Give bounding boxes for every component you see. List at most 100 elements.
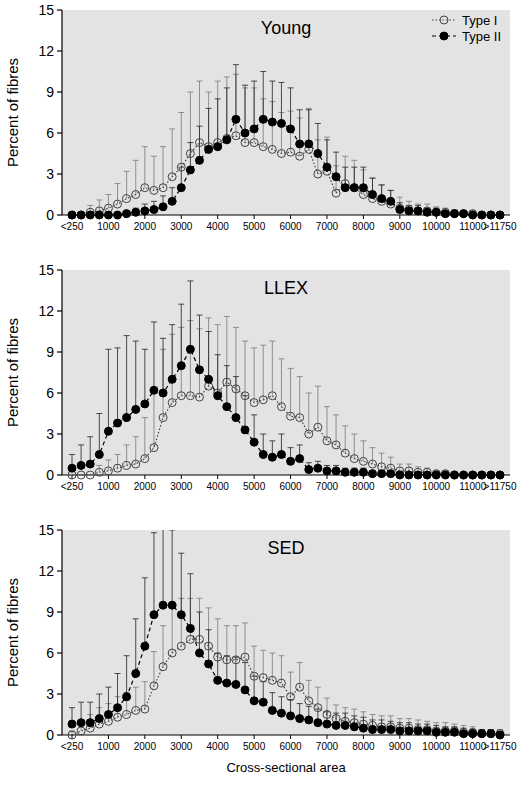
y-tick-label: 12	[38, 303, 54, 319]
point	[150, 611, 158, 619]
error-cap	[142, 204, 148, 205]
error-cap	[397, 464, 403, 465]
point	[496, 211, 504, 219]
x-tick	[217, 215, 218, 219]
error-stem	[235, 626, 236, 660]
x-tick	[217, 735, 218, 739]
x-tick-label: 6000	[279, 221, 302, 232]
error-bar	[251, 348, 257, 403]
error-cap	[224, 625, 230, 626]
point	[223, 656, 231, 664]
error-bar	[187, 574, 193, 629]
error-bar	[142, 578, 148, 646]
point	[369, 191, 377, 199]
error-stem	[281, 82, 282, 123]
point	[186, 345, 194, 353]
point	[487, 211, 495, 219]
point	[241, 392, 249, 400]
point	[423, 208, 431, 216]
error-bar	[133, 341, 139, 409]
error-cap	[87, 702, 93, 703]
point	[450, 210, 458, 218]
error-stem	[190, 574, 191, 629]
error-cap	[370, 714, 376, 715]
error-cap	[169, 530, 175, 531]
point	[104, 467, 112, 475]
error-cap	[342, 707, 348, 708]
x-tick-label: 5000	[243, 481, 266, 492]
point	[369, 470, 377, 478]
legend-marker	[440, 32, 448, 40]
error-stem	[326, 407, 327, 441]
error-stem	[290, 368, 291, 416]
error-cap	[196, 598, 202, 599]
point	[305, 466, 313, 474]
error-bar	[370, 178, 376, 199]
error-bar	[260, 72, 266, 120]
point	[123, 693, 131, 701]
panel: 03691215<2501000200030004000500060007000…	[4, 2, 517, 232]
x-tick	[254, 735, 255, 739]
point	[277, 709, 285, 717]
error-bar	[324, 407, 330, 441]
error-cap	[406, 464, 412, 465]
error-cap	[151, 201, 157, 202]
point	[268, 453, 276, 461]
error-stem	[290, 88, 291, 129]
error-stem	[126, 336, 127, 418]
point	[496, 471, 504, 479]
point	[141, 455, 149, 463]
point	[332, 441, 340, 449]
error-bar	[142, 349, 148, 404]
error-cap	[406, 718, 412, 719]
error-cap	[351, 715, 357, 716]
error-cap	[269, 81, 275, 82]
point	[232, 680, 240, 688]
point	[460, 210, 468, 218]
error-cap	[115, 347, 121, 348]
error-cap	[306, 680, 312, 681]
point	[432, 208, 440, 216]
point	[104, 211, 112, 219]
error-bar	[169, 129, 175, 177]
error-cap	[324, 406, 330, 407]
error-cap	[297, 662, 303, 663]
point	[205, 660, 213, 668]
point	[259, 396, 267, 404]
error-stem	[336, 415, 337, 445]
error-cap	[78, 444, 84, 445]
error-cap	[297, 444, 303, 445]
y-tick	[57, 9, 62, 10]
point	[95, 451, 103, 459]
series-line	[72, 639, 500, 735]
x-tick-label: 4000	[207, 741, 230, 752]
error-stem	[153, 322, 154, 390]
error-bar	[115, 674, 121, 708]
error-cap	[160, 338, 166, 339]
point	[350, 723, 358, 731]
point	[314, 704, 322, 712]
error-cap	[196, 126, 202, 127]
x-tick	[144, 215, 145, 219]
error-cap	[269, 341, 275, 342]
y-tick-label: 15	[38, 2, 54, 18]
point	[232, 115, 240, 123]
error-cap	[251, 81, 257, 82]
point	[150, 444, 158, 452]
error-cap	[133, 341, 139, 342]
series-line	[72, 605, 500, 735]
y-tick	[57, 529, 62, 530]
x-tick-label: 9000	[389, 481, 412, 492]
error-stem	[317, 123, 318, 153]
y-axis-label: Percent of fibres	[4, 58, 21, 167]
x-tick-label: 6000	[279, 481, 302, 492]
error-bar	[178, 553, 184, 615]
error-cap	[324, 137, 330, 138]
point	[296, 455, 304, 463]
error-stem	[245, 623, 246, 657]
point	[268, 392, 276, 400]
point	[277, 451, 285, 459]
y-tick-label: 3	[46, 426, 54, 442]
error-bar	[288, 88, 294, 129]
error-bar	[297, 110, 303, 144]
